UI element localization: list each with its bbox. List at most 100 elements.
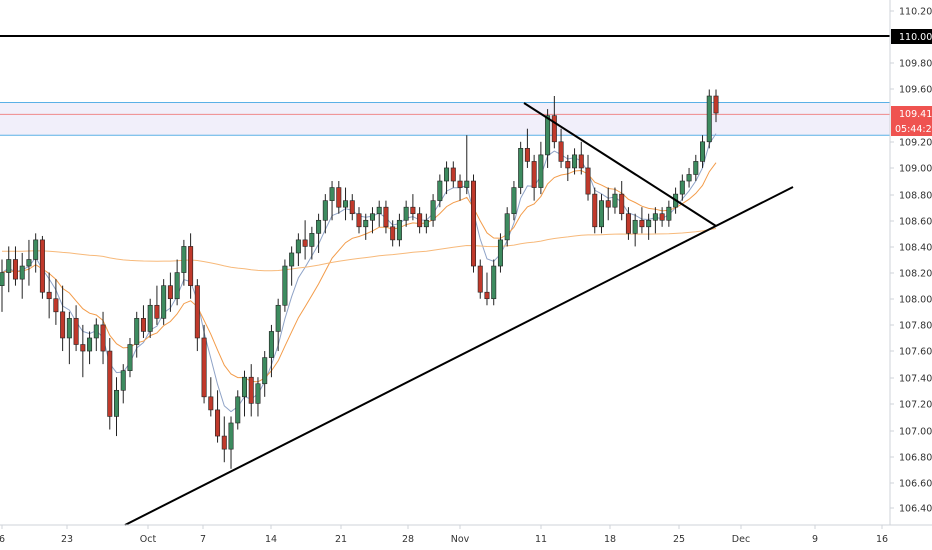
candle-body — [39, 239, 45, 293]
y-tick-label: 107.000 — [899, 427, 932, 438]
candle-body — [430, 200, 436, 221]
x-tick-label: 6 — [0, 534, 5, 545]
candle-body — [60, 311, 66, 339]
candle-body — [713, 95, 719, 114]
y-tick-label: 109.600 — [899, 85, 932, 96]
candle-body — [679, 180, 685, 195]
candle-body — [666, 206, 672, 221]
candle-body — [235, 396, 241, 424]
resistance-badge — [891, 29, 932, 44]
candle-body — [383, 206, 389, 228]
candle-body — [464, 180, 470, 188]
candle-body — [403, 206, 409, 221]
y-tick-label: 109.800 — [899, 59, 932, 70]
medium-ma-line — [1, 162, 717, 383]
candle-body — [248, 376, 254, 404]
candle-body — [329, 187, 335, 201]
candle-body — [471, 180, 477, 267]
candle-body — [558, 141, 564, 162]
candle-body — [221, 435, 227, 450]
countdown-badge — [891, 121, 932, 136]
x-tick-label: 25 — [673, 534, 685, 545]
candle-body — [497, 239, 503, 267]
candle-body — [349, 200, 355, 215]
y-tick-label: 106.600 — [899, 479, 932, 490]
x-tick-label: 23 — [61, 534, 73, 545]
candle-body — [46, 291, 52, 300]
candle-body — [605, 200, 611, 208]
candle-body — [686, 174, 692, 182]
candle-body — [309, 233, 315, 247]
y-tick-label: 108.600 — [899, 217, 932, 228]
candle-body — [33, 239, 39, 260]
candle-body — [167, 285, 173, 300]
candle-body — [19, 265, 25, 280]
candle-body — [423, 219, 429, 228]
y-tick-label: 108.800 — [899, 191, 932, 202]
y-tick-label: 109.200 — [899, 138, 932, 149]
candle-body — [578, 154, 584, 169]
candle-body — [632, 219, 638, 234]
x-tick-label: 16 — [876, 534, 888, 545]
candle-body — [322, 200, 328, 221]
candle-body — [66, 318, 72, 339]
y-tick-label: 106.800 — [899, 453, 932, 464]
last-price-badge — [891, 106, 932, 121]
candle-body — [598, 200, 604, 228]
descending-trendline — [523, 102, 717, 227]
candle-body — [201, 337, 207, 398]
resistance-badge-label: 110.000 — [899, 32, 932, 43]
candle-body — [100, 324, 106, 352]
candle-body — [134, 318, 140, 345]
last-price-label: 109.416 — [899, 109, 932, 120]
candle-body — [154, 304, 160, 319]
candle-body — [302, 239, 308, 247]
y-tick-label: 108.400 — [899, 243, 932, 254]
candle-body — [369, 213, 375, 221]
candle-body — [484, 291, 490, 300]
candle-body — [363, 219, 369, 228]
y-tick-label: 109.000 — [899, 164, 932, 175]
candle-body — [356, 213, 362, 228]
candle-body — [518, 148, 524, 188]
candle-body — [268, 331, 274, 358]
candle-body — [592, 193, 598, 228]
y-tick-label: 107.600 — [899, 347, 932, 358]
x-tick-label: Oct — [140, 534, 157, 545]
candle-body — [161, 285, 167, 319]
candle-body — [538, 154, 544, 188]
candle-body — [625, 213, 631, 234]
candle-body — [504, 213, 510, 241]
candle-body — [26, 259, 32, 267]
candle-body — [450, 167, 456, 182]
candle-body — [551, 115, 557, 143]
candle-body — [114, 389, 120, 417]
candle-body — [53, 298, 59, 313]
candle-body — [107, 350, 113, 417]
y-tick-label: 110.200 — [899, 7, 932, 18]
candle-body — [612, 193, 618, 208]
candle-body — [0, 272, 5, 286]
y-tick-label: 108.200 — [899, 269, 932, 280]
candle-body — [174, 272, 180, 300]
candle-body — [120, 370, 126, 391]
candle-body — [524, 148, 530, 162]
candle-body — [646, 219, 652, 228]
trendlines[interactable] — [0, 35, 890, 526]
y-tick-label: 107.200 — [899, 400, 932, 411]
candle-body — [215, 409, 221, 437]
candle-body — [639, 219, 645, 228]
candle-body — [80, 344, 86, 352]
candle-body — [282, 265, 288, 306]
candle-body — [181, 246, 187, 273]
y-tick-label: 106.400 — [899, 504, 932, 515]
x-tick-label: 14 — [265, 534, 277, 545]
price-badges: 110.000 109.416 05:44:25 — [891, 29, 932, 136]
candle-body — [693, 161, 699, 175]
countdown-label: 05:44:25 — [895, 124, 932, 135]
candle-body — [147, 304, 153, 332]
candle-body — [208, 396, 214, 411]
candle-body — [531, 161, 537, 188]
candle-body — [343, 200, 349, 208]
